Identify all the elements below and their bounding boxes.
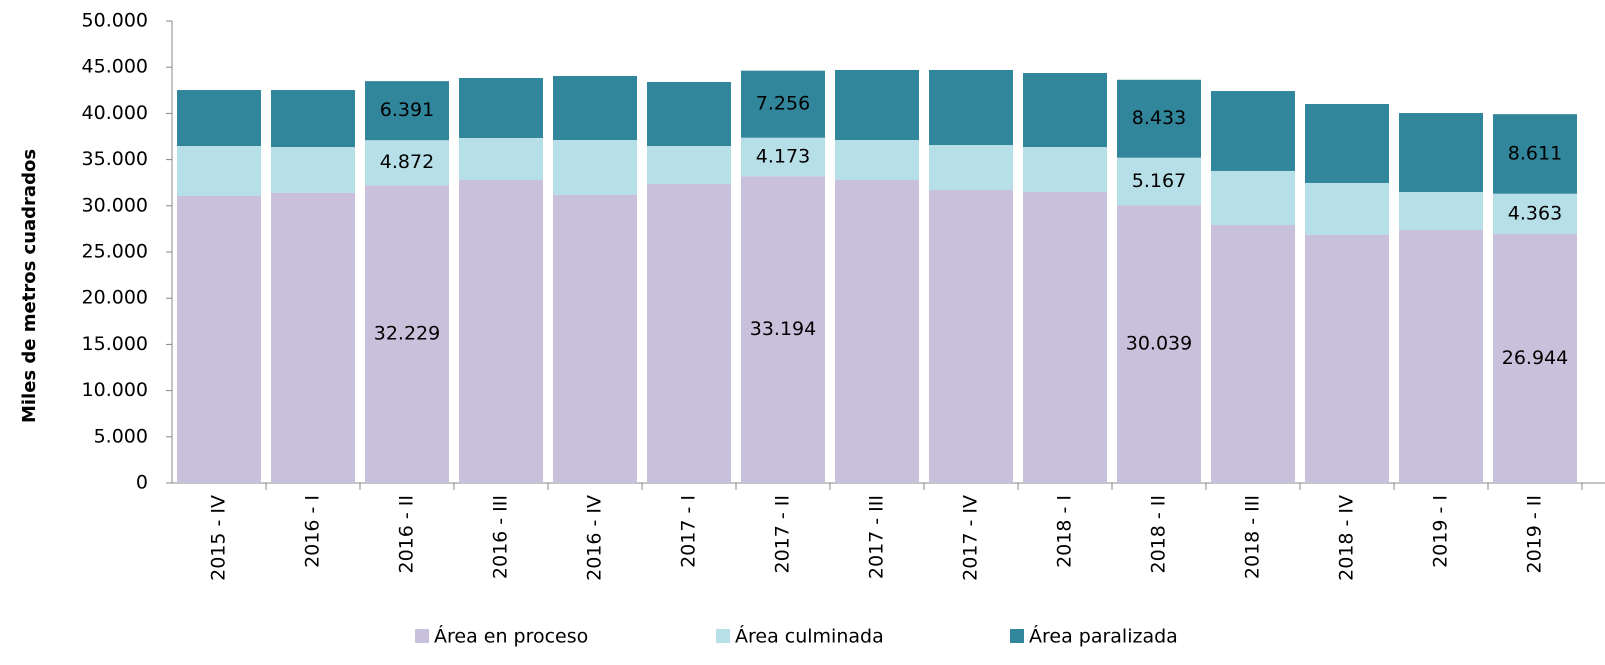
bar-segment: [553, 75, 637, 141]
y-tick-label: 15.000: [82, 333, 148, 355]
x-tick-label: 2018 - IV: [1336, 495, 1358, 581]
x-tick-label: 2018 - III: [1242, 495, 1264, 579]
data-label: 7.256: [756, 93, 810, 115]
data-label: 33.194: [750, 318, 816, 340]
data-label: 4.173: [756, 146, 810, 168]
x-tick-label: 2019 - I: [1430, 495, 1452, 568]
bar-segment: [1023, 192, 1107, 483]
y-tick-label: 25.000: [82, 241, 148, 263]
data-label: 30.039: [1126, 333, 1192, 355]
data-label: 32.229: [374, 323, 440, 345]
bar-segment: [1023, 73, 1107, 148]
bar-segment: [1493, 193, 1577, 235]
legend-label: Área paralizada: [1029, 625, 1178, 648]
legend-label: Área en proceso: [434, 625, 588, 648]
y-tick-label: 45.000: [82, 56, 148, 78]
bar-segment: [1399, 230, 1483, 483]
y-tick-label: 5.000: [94, 425, 148, 447]
y-tick-label: 50.000: [82, 10, 148, 32]
bar-segment: [1493, 114, 1577, 194]
bar-segment: [1211, 170, 1295, 226]
bar-segment: [929, 69, 1013, 146]
bar-segment: [271, 147, 355, 193]
bar-segment: [459, 180, 543, 484]
bar-segment: [835, 180, 919, 484]
bar-segment: [177, 196, 261, 483]
x-tick-label: 2016 - I: [302, 495, 324, 568]
x-tick-label: 2018 - II: [1148, 495, 1170, 574]
bar-segment: [365, 81, 449, 141]
y-tick-label: 0: [136, 472, 148, 494]
bar-segment: [835, 69, 919, 141]
data-label: 8.433: [1132, 107, 1186, 129]
bar-segment: [553, 140, 637, 195]
x-tick-label: 2015 - IV: [208, 495, 230, 581]
bar-segment: [271, 90, 355, 148]
bar-segment: [647, 183, 731, 484]
bar-segment: [647, 146, 731, 184]
bar-segment: [741, 176, 825, 483]
data-label: 4.363: [1508, 202, 1562, 224]
bar-segment: [1023, 147, 1107, 193]
bar-segment: [1305, 103, 1389, 183]
x-tick-label: 2018 - I: [1054, 495, 1076, 568]
bar-segment: [459, 78, 543, 138]
x-tick-label: 2017 - III: [866, 495, 888, 579]
bar-segment: [741, 137, 825, 177]
bar-segment: [1117, 205, 1201, 483]
bar-segment: [1399, 113, 1483, 193]
y-tick-label: 30.000: [82, 194, 148, 216]
bar-segment: [1305, 182, 1389, 235]
data-label: 26.944: [1502, 347, 1568, 369]
bar-segment: [647, 81, 731, 147]
bar-segment: [177, 90, 261, 147]
bar-segment: [365, 185, 449, 483]
bar-segment: [929, 145, 1013, 190]
x-tick-label: 2019 - II: [1524, 495, 1546, 574]
bar-segment: [365, 140, 449, 186]
x-tick-label: 2016 - III: [490, 495, 512, 579]
bar-segment: [1117, 157, 1201, 206]
bar-segment: [1399, 192, 1483, 231]
bar-segment: [177, 146, 261, 197]
data-label: 5.167: [1132, 170, 1186, 192]
x-tick-label: 2016 - IV: [584, 495, 606, 581]
data-label: 4.872: [380, 151, 434, 173]
legend-swatch: [716, 629, 730, 643]
x-tick-label: 2017 - II: [772, 495, 794, 574]
y-tick-label: 20.000: [82, 287, 148, 309]
bar-segment: [741, 70, 825, 138]
bar-segment: [1305, 234, 1389, 483]
legend-swatch: [415, 629, 429, 643]
bar-segment: [1211, 225, 1295, 483]
data-label: 6.391: [380, 99, 434, 121]
y-axis-title: Miles de metros cuadrados: [19, 149, 40, 423]
bar-segment: [929, 189, 1013, 483]
bar-segment: [1117, 79, 1201, 158]
bar-segment: [1493, 234, 1577, 483]
legend-swatch: [1010, 629, 1024, 643]
x-tick-label: 2017 - IV: [960, 495, 982, 581]
data-label: 8.611: [1508, 142, 1562, 164]
legend-label: Área culminada: [735, 625, 884, 648]
bar-segment: [835, 140, 919, 181]
y-tick-label: 40.000: [82, 102, 148, 124]
x-tick-label: 2017 - I: [678, 495, 700, 568]
bar-segment: [459, 137, 543, 181]
bar-segment: [553, 194, 637, 483]
bar-segment: [271, 192, 355, 483]
x-tick-label: 2016 - II: [396, 495, 418, 574]
bar-segment: [1211, 91, 1295, 171]
y-tick-label: 10.000: [82, 379, 148, 401]
y-tick-label: 35.000: [82, 148, 148, 170]
